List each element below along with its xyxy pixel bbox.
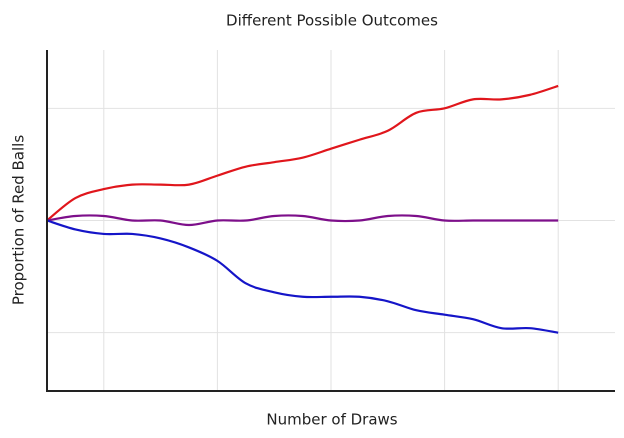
chart-title: Different Possible Outcomes bbox=[226, 12, 438, 30]
data-line bbox=[46, 84, 559, 222]
x-axis-label: Number of Draws bbox=[266, 411, 397, 429]
data-line bbox=[46, 219, 559, 334]
data-line bbox=[46, 214, 559, 227]
y-axis-label: Proportion of Red Balls bbox=[10, 135, 28, 305]
lines bbox=[46, 84, 559, 334]
